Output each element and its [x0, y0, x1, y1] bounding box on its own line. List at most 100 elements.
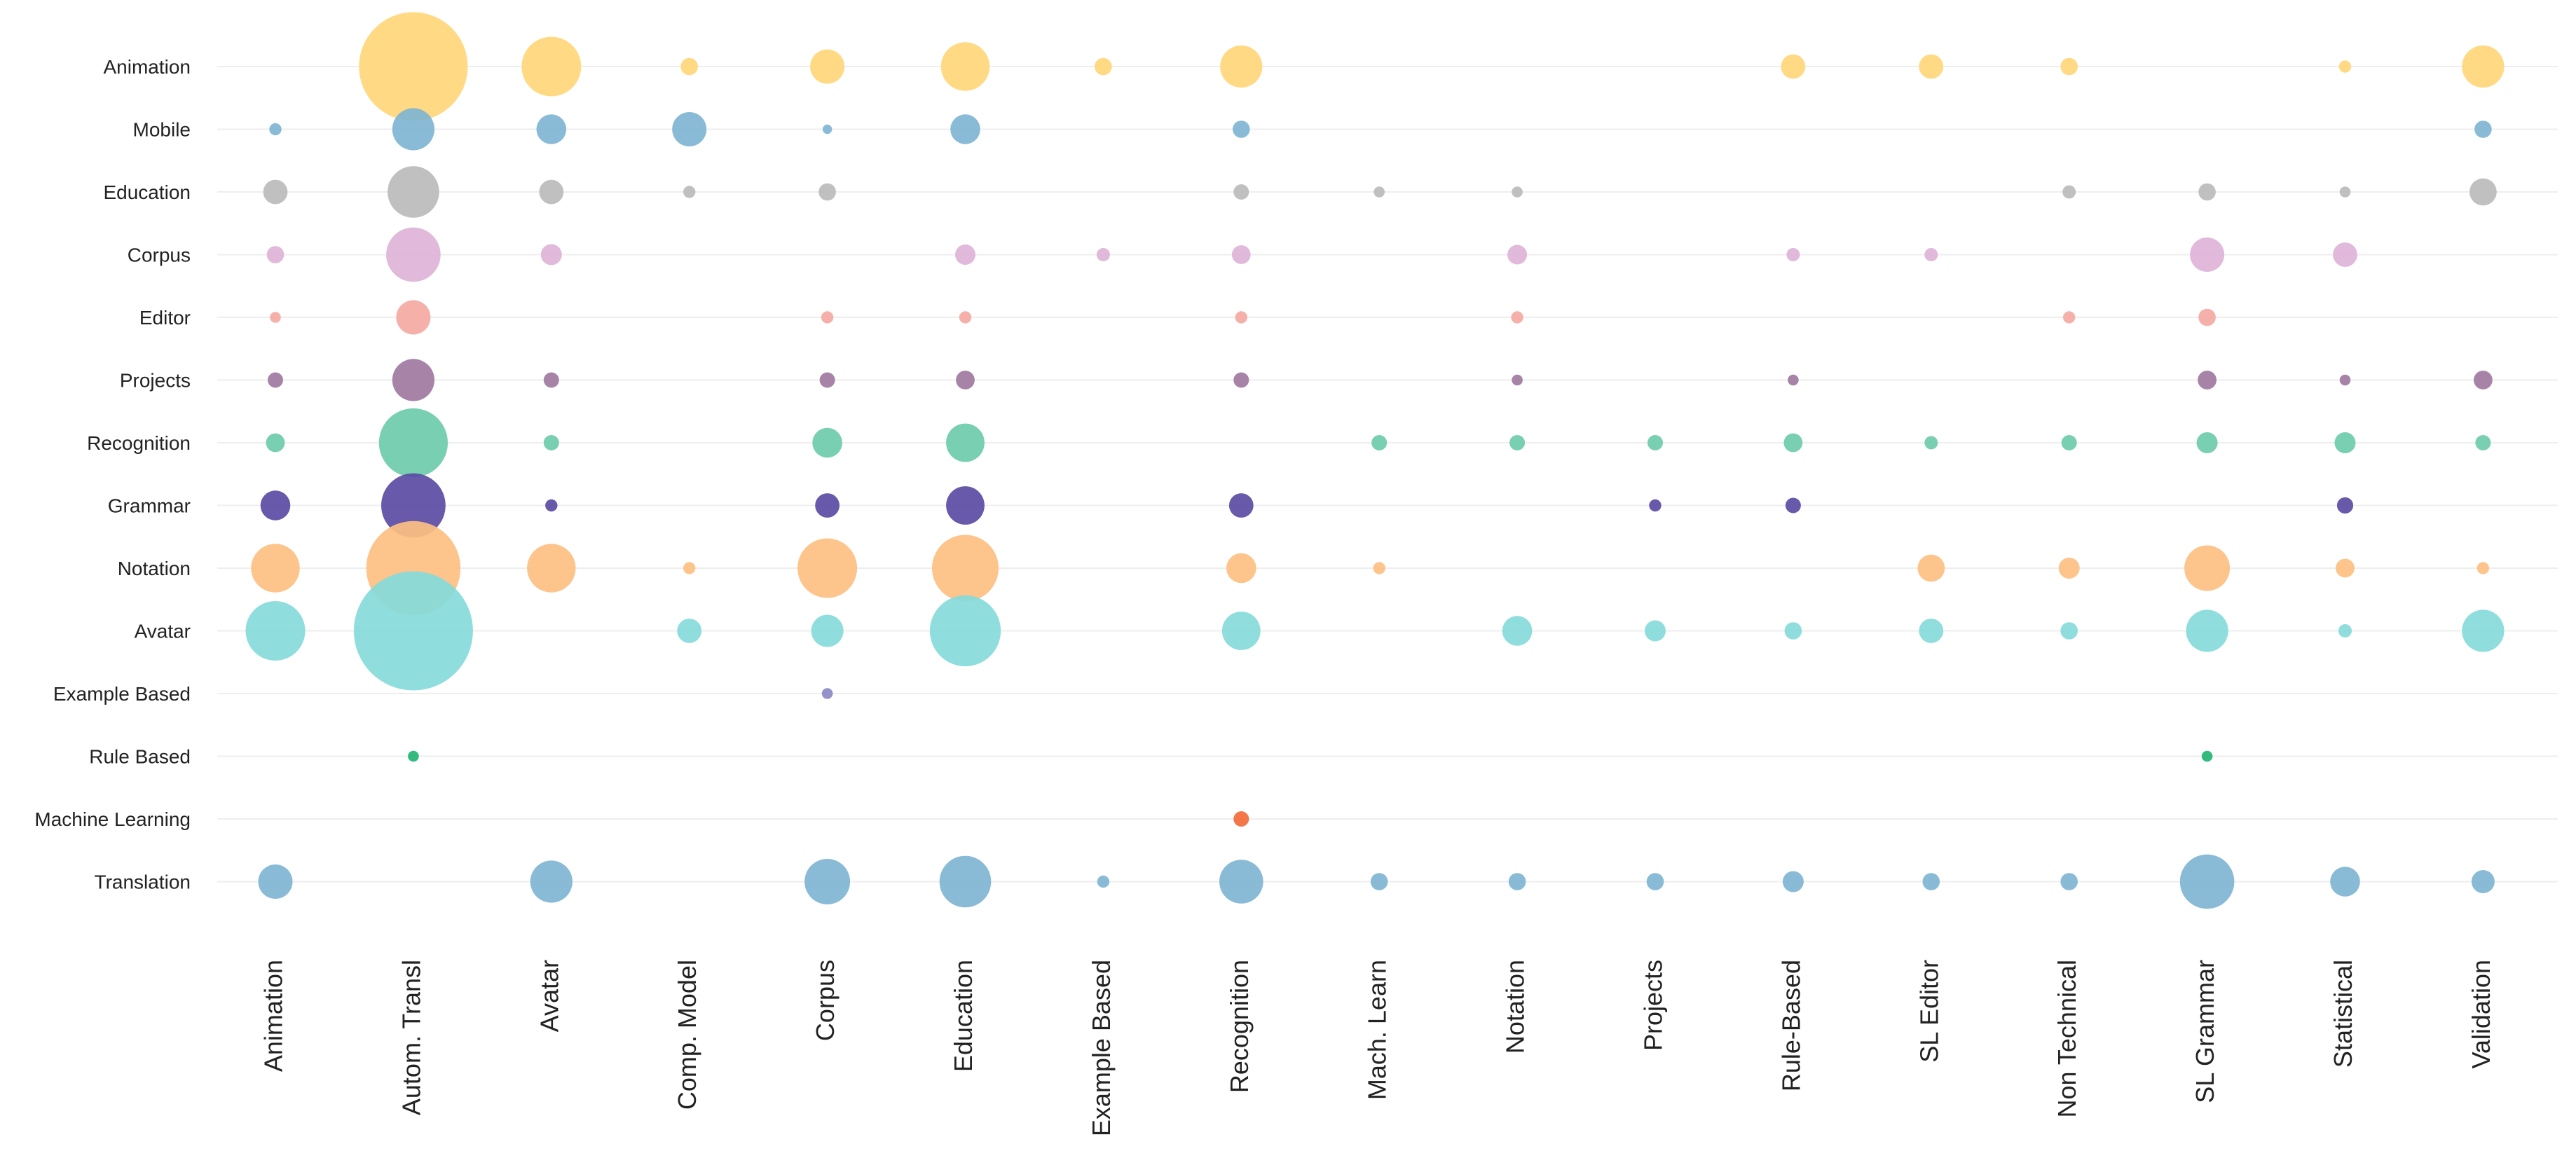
- bubble-avatar-validation[interactable]: [2462, 609, 2505, 652]
- bubble-avatar-sl-editor[interactable]: [1919, 619, 1944, 643]
- bubble-notation-comp-model[interactable]: [683, 562, 696, 574]
- bubble-recognition-education[interactable]: [946, 423, 985, 462]
- bubble-translation-sl-grammar[interactable]: [2179, 854, 2235, 909]
- bubble-animation-comp-model[interactable]: [680, 57, 698, 76]
- bubble-education-statistical[interactable]: [2339, 186, 2351, 198]
- bubble-translation-validation[interactable]: [2471, 870, 2495, 893]
- bubble-avatar-animation[interactable]: [245, 601, 306, 661]
- bubble-translation-statistical[interactable]: [2330, 867, 2360, 897]
- bubble-projects-rule-based[interactable]: [1788, 374, 1799, 386]
- bubble-editor-autom-transl[interactable]: [396, 300, 431, 335]
- bubble-education-recognition[interactable]: [1233, 184, 1249, 200]
- bubble-editor-education[interactable]: [959, 311, 972, 324]
- bubble-education-comp-model[interactable]: [683, 186, 696, 198]
- bubble-grammar-animation[interactable]: [260, 490, 291, 521]
- bubble-animation-validation[interactable]: [2462, 45, 2505, 88]
- bubble-recognition-corpus[interactable]: [812, 427, 842, 458]
- bubble-avatar-rule-based[interactable]: [1784, 622, 1802, 640]
- bubble-projects-avatar[interactable]: [543, 372, 559, 388]
- bubble-translation-example-based[interactable]: [1097, 875, 1110, 888]
- bubble-translation-avatar[interactable]: [530, 860, 573, 903]
- bubble-translation-animation[interactable]: [258, 864, 293, 899]
- bubble-translation-education[interactable]: [939, 855, 992, 908]
- bubble-avatar-projects[interactable]: [1645, 620, 1666, 642]
- bubble-animation-recognition[interactable]: [1220, 45, 1263, 88]
- bubble-corpus-autom-transl[interactable]: [386, 227, 441, 282]
- bubble-recognition-sl-grammar[interactable]: [2196, 432, 2218, 453]
- bubble-avatar-autom-transl[interactable]: [353, 571, 473, 691]
- bubble-education-corpus[interactable]: [818, 183, 836, 201]
- bubble-animation-rule-based[interactable]: [1781, 54, 1806, 79]
- bubble-animation-example-based[interactable]: [1095, 57, 1112, 76]
- bubble-mobile-autom-transl[interactable]: [392, 108, 435, 151]
- bubble-notation-avatar[interactable]: [527, 544, 576, 593]
- bubble-recognition-validation[interactable]: [2475, 435, 2491, 450]
- bubble-mobile-recognition[interactable]: [1233, 120, 1250, 138]
- bubble-translation-sl-editor[interactable]: [1922, 873, 1940, 890]
- bubble-corpus-notation[interactable]: [1507, 244, 1528, 265]
- bubble-animation-autom-transl[interactable]: [359, 12, 468, 121]
- bubble-avatar-sl-grammar[interactable]: [2186, 609, 2228, 652]
- bubble-animation-statistical[interactable]: [2338, 60, 2352, 73]
- bubble-recognition-avatar[interactable]: [543, 435, 559, 450]
- bubble-grammar-corpus[interactable]: [815, 493, 840, 518]
- bubble-translation-rule-based[interactable]: [1782, 871, 1804, 892]
- bubble-education-animation[interactable]: [263, 179, 288, 205]
- bubble-grammar-autom-transl[interactable]: [381, 473, 446, 538]
- bubble-corpus-animation[interactable]: [266, 246, 285, 263]
- bubble-notation-recognition[interactable]: [1226, 553, 1256, 584]
- bubble-recognition-sl-editor[interactable]: [1924, 436, 1938, 450]
- bubble-notation-statistical[interactable]: [2336, 558, 2355, 578]
- bubble-translation-mach-learn[interactable]: [1370, 873, 1388, 890]
- bubble-recognition-autom-transl[interactable]: [378, 408, 448, 478]
- bubble-projects-corpus[interactable]: [819, 372, 835, 388]
- bubble-corpus-avatar[interactable]: [540, 244, 562, 266]
- bubble-avatar-recognition[interactable]: [1221, 612, 1261, 650]
- bubble-avatar-comp-model[interactable]: [677, 619, 702, 643]
- bubble-animation-corpus[interactable]: [810, 49, 845, 84]
- bubble-animation-education[interactable]: [940, 42, 990, 91]
- bubble-translation-notation[interactable]: [1508, 873, 1526, 890]
- bubble-recognition-non-technical[interactable]: [2061, 435, 2077, 450]
- bubble-projects-recognition[interactable]: [1233, 372, 1249, 388]
- bubble-editor-sl-grammar[interactable]: [2198, 308, 2216, 326]
- bubble-education-validation[interactable]: [2469, 178, 2497, 206]
- bubble-corpus-sl-grammar[interactable]: [2190, 237, 2225, 272]
- bubble-education-mach-learn[interactable]: [1373, 186, 1385, 198]
- bubble-grammar-rule-based[interactable]: [1785, 497, 1801, 513]
- bubble-corpus-statistical[interactable]: [2333, 242, 2357, 267]
- bubble-projects-notation[interactable]: [1512, 374, 1523, 386]
- bubble-recognition-rule-based[interactable]: [1783, 433, 1803, 453]
- bubble-projects-animation[interactable]: [268, 372, 283, 388]
- bubble-grammar-education[interactable]: [946, 486, 985, 525]
- bubble-corpus-example-based[interactable]: [1096, 248, 1110, 261]
- bubble-editor-notation[interactable]: [1511, 311, 1523, 324]
- bubble-avatar-education[interactable]: [929, 595, 1001, 667]
- bubble-projects-validation[interactable]: [2474, 371, 2493, 390]
- bubble-translation-non-technical[interactable]: [2060, 873, 2078, 890]
- bubble-mobile-avatar[interactable]: [536, 114, 567, 144]
- bubble-projects-sl-grammar[interactable]: [2198, 371, 2217, 390]
- bubble-editor-non-technical[interactable]: [2063, 311, 2076, 324]
- bubble-education-avatar[interactable]: [539, 179, 564, 205]
- bubble-translation-recognition[interactable]: [1219, 860, 1263, 904]
- bubble-education-sl-grammar[interactable]: [2198, 183, 2216, 201]
- bubble-translation-projects[interactable]: [1646, 873, 1664, 890]
- bubble-corpus-recognition[interactable]: [1231, 245, 1251, 264]
- bubble-avatar-statistical[interactable]: [2338, 624, 2352, 637]
- bubble-recognition-animation[interactable]: [266, 433, 285, 453]
- bubble-notation-non-technical[interactable]: [2058, 558, 2080, 579]
- bubble-notation-validation[interactable]: [2476, 562, 2490, 574]
- bubble-machine-learning-recognition[interactable]: [1233, 811, 1249, 827]
- bubble-education-notation[interactable]: [1512, 186, 1523, 198]
- bubble-mobile-animation[interactable]: [269, 123, 282, 136]
- bubble-recognition-mach-learn[interactable]: [1371, 435, 1388, 450]
- bubble-grammar-statistical[interactable]: [2336, 497, 2354, 514]
- bubble-grammar-recognition[interactable]: [1228, 493, 1254, 518]
- bubble-notation-education[interactable]: [932, 535, 999, 602]
- bubble-grammar-projects[interactable]: [1649, 499, 1662, 512]
- bubble-editor-animation[interactable]: [270, 312, 281, 323]
- bubble-notation-mach-learn[interactable]: [1373, 562, 1385, 574]
- bubble-corpus-rule-based[interactable]: [1786, 248, 1800, 261]
- bubble-avatar-notation[interactable]: [1502, 616, 1533, 646]
